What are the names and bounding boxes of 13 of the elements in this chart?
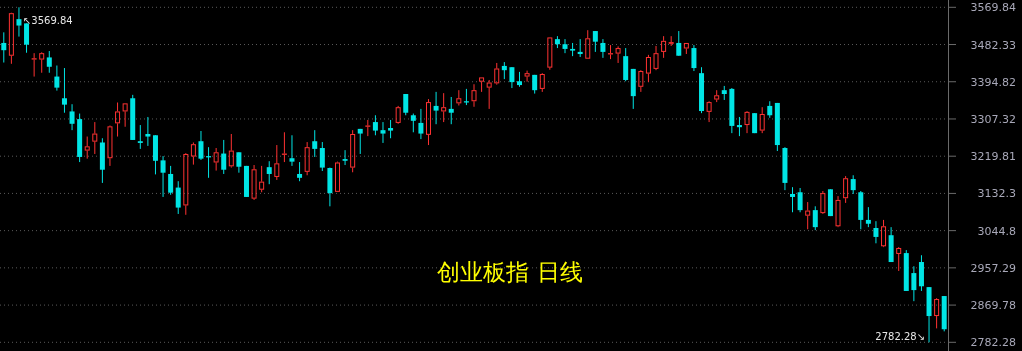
y-tick-label: 3482.33	[970, 38, 1016, 52]
y-tick-label: 2869.78	[970, 299, 1016, 313]
y-tick-label: 3394.82	[970, 75, 1016, 89]
y-tick-label: 3569.84	[970, 1, 1016, 15]
y-tick-label: 3219.81	[970, 150, 1016, 164]
y-tick-label: 3132.3	[977, 187, 1016, 201]
y-tick-label: 2782.28	[970, 336, 1016, 350]
y-tick-label: 2957.29	[970, 261, 1016, 275]
text: 创业板指 日线	[437, 259, 583, 285]
annotation: ↖3569.84	[22, 15, 73, 27]
y-tick-label: 3044.8	[977, 224, 1016, 238]
annotation: 2782.28↘	[875, 331, 926, 343]
y-tick-label: 3307.32	[970, 112, 1016, 126]
